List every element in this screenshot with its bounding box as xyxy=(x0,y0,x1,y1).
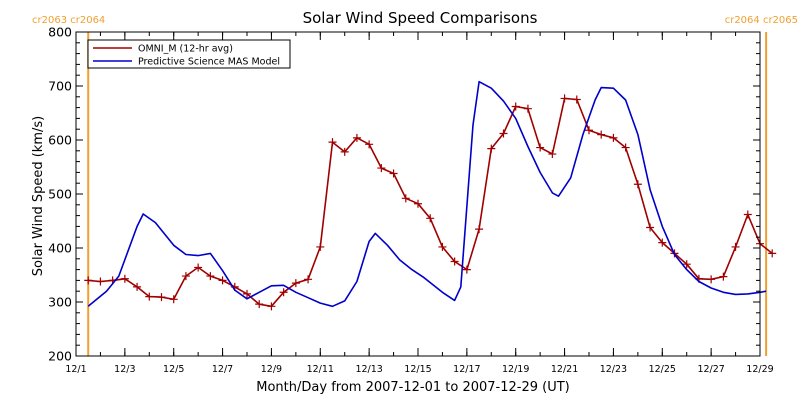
omni-data-point xyxy=(169,295,178,304)
y-tick-label: 700 xyxy=(48,79,72,94)
x-tick-label: 12/7 xyxy=(212,364,233,375)
omni-data-point xyxy=(340,147,349,156)
omni-data-point xyxy=(523,104,532,113)
omni-data-point xyxy=(572,95,581,104)
omni-data-point xyxy=(682,260,691,269)
omni-data-point xyxy=(597,130,606,139)
omni-data-point xyxy=(658,238,667,247)
carrington-rotation-label: cr2063 cr2064 xyxy=(32,15,105,26)
y-tick-label: 500 xyxy=(48,187,72,202)
omni-data-point xyxy=(243,289,251,298)
y-axis-label: Solar Wind Speed (km/s) xyxy=(31,116,46,276)
y-tick-label: 300 xyxy=(48,295,72,310)
y-tick-label: 400 xyxy=(48,241,72,256)
omni-data-point xyxy=(328,138,337,147)
omni-data-point xyxy=(389,169,398,178)
x-tick-label: 12/21 xyxy=(551,364,578,375)
legend-label-omni: OMNI_M (12-hr avg) xyxy=(138,44,233,55)
omni-data-point xyxy=(291,279,300,288)
omni-data-point xyxy=(499,129,508,138)
x-tick-label: 12/13 xyxy=(355,364,382,375)
omni-data-point xyxy=(609,133,618,142)
omni-data-point xyxy=(206,272,215,281)
omni-data-point xyxy=(438,242,447,251)
x-tick-label: 12/27 xyxy=(697,364,724,375)
chart-title: Solar Wind Speed Comparisons xyxy=(303,9,538,27)
omni-data-point xyxy=(560,94,569,103)
omni-data-point xyxy=(707,275,716,284)
y-tick-label: 200 xyxy=(48,349,72,364)
omni-data-point xyxy=(487,144,496,153)
omni-data-point xyxy=(316,242,325,251)
plot-frame xyxy=(75,31,761,357)
omni-data-point xyxy=(536,143,545,152)
x-tick-label: 12/29 xyxy=(746,364,773,375)
x-tick-label: 12/17 xyxy=(453,364,480,375)
omni-data-point xyxy=(304,275,313,284)
omni-data-point xyxy=(511,102,520,111)
omni-data-point xyxy=(450,257,459,266)
omni-data-point xyxy=(218,276,227,285)
x-tick-label: 12/9 xyxy=(261,364,282,375)
omni-data-point xyxy=(401,194,410,203)
omni-data-point xyxy=(414,199,422,208)
x-tick-label: 12/5 xyxy=(163,364,184,375)
mas-model-series-line xyxy=(87,80,767,308)
omni-data-point xyxy=(585,126,593,135)
omni-data-point xyxy=(352,133,361,142)
legend-box xyxy=(87,39,291,69)
omni-data-point xyxy=(462,265,471,274)
omni-data-point xyxy=(157,293,166,302)
x-tick-label: 12/15 xyxy=(404,364,431,375)
omni-data-point xyxy=(133,282,142,291)
omni-data-point xyxy=(743,210,752,219)
omni-series-line xyxy=(88,97,773,308)
omni-data-point xyxy=(426,214,435,223)
x-axis: 12/1 12/3 12/5 12/7 12/9 12/11 12/13 12/15 12/17… xyxy=(65,32,774,375)
y-tick-label: 800 xyxy=(48,25,72,40)
x-tick-label: 12/25 xyxy=(649,364,676,375)
omni-data-point xyxy=(267,302,276,311)
omni-data-point xyxy=(181,272,190,281)
omni-data-point xyxy=(731,242,740,251)
omni-data-point xyxy=(145,292,154,301)
legend: OMNI_M (12-hr avg) Predictive Science MA… xyxy=(87,39,291,69)
omni-data-point xyxy=(365,140,374,149)
x-tick-label: 12/3 xyxy=(114,364,135,375)
omni-data-point xyxy=(475,225,484,234)
omni-data-point xyxy=(377,164,386,173)
y-tick-label: 600 xyxy=(48,133,72,148)
series-layer xyxy=(84,80,777,311)
omni-data-point xyxy=(84,276,93,285)
omni-data-point xyxy=(120,274,129,283)
omni-data-point xyxy=(96,277,105,286)
omni-data-point xyxy=(768,249,777,258)
omni-data-point xyxy=(633,180,642,189)
carrington-rotation-markers: cr2063 cr2064 cr2064 cr2065 xyxy=(32,15,798,356)
omni-data-point xyxy=(646,223,655,232)
x-tick-label: 12/23 xyxy=(600,364,627,375)
carrington-rotation-label: cr2064 cr2065 xyxy=(725,15,798,26)
omni-data-point xyxy=(255,300,264,309)
x-tick-label: 12/11 xyxy=(307,364,334,375)
x-axis-label: Month/Day from 2007-12-01 to 2007-12-29 … xyxy=(256,380,569,395)
omni-data-point xyxy=(194,263,203,272)
legend-label-mas-model: Predictive Science MAS Model xyxy=(138,57,280,68)
omni-data-point xyxy=(548,150,557,159)
x-tick-label: 12/1 xyxy=(65,364,86,375)
x-tick-label: 12/19 xyxy=(502,364,529,375)
omni-data-point xyxy=(279,288,288,297)
y-axis: 200 300 400 500 600 700 800 xyxy=(48,25,760,364)
omni-data-point xyxy=(719,272,728,281)
omni-data-point xyxy=(621,143,630,152)
